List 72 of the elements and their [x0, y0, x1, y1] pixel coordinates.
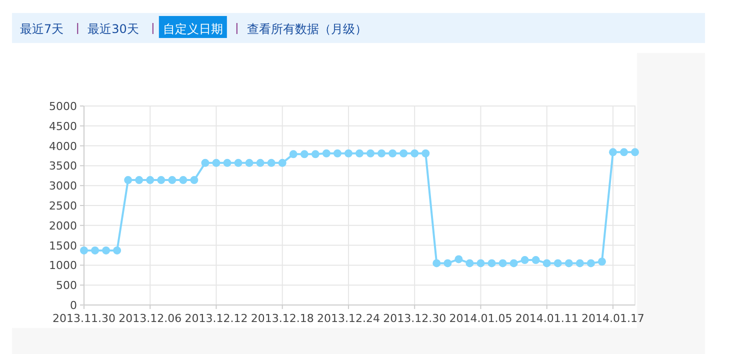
point: [466, 259, 474, 268]
point: [91, 246, 100, 254]
point: [432, 259, 441, 268]
x-tick-label: 2014.01.11: [515, 312, 578, 325]
point: [444, 259, 452, 268]
x-tick-label: 2014.01.17: [581, 312, 644, 325]
point: [135, 176, 144, 184]
point: [234, 158, 242, 167]
point: [179, 176, 188, 184]
point: [520, 256, 529, 264]
point: [576, 259, 584, 268]
y-tick-label: 500: [56, 279, 77, 292]
point: [542, 259, 551, 268]
point: [190, 176, 198, 184]
x-tick-label: 2013.12.24: [316, 312, 380, 325]
point: [168, 176, 176, 184]
point: [311, 150, 320, 158]
point: [510, 259, 518, 268]
point: [333, 149, 342, 158]
point: [289, 150, 298, 158]
point: [410, 149, 419, 158]
point: [267, 158, 276, 167]
point: [608, 148, 617, 156]
point: [278, 158, 286, 167]
point: [212, 158, 220, 167]
point: [498, 259, 507, 268]
point: [366, 149, 375, 158]
point: [102, 246, 110, 254]
x-tick-label: 2013.12.12: [184, 312, 248, 325]
y-tick-label: 4000: [49, 140, 77, 153]
y-tick-label: 2000: [49, 219, 77, 232]
point: [564, 259, 573, 268]
point: [422, 149, 430, 158]
point: [532, 256, 540, 264]
point: [598, 258, 606, 266]
point: [620, 148, 628, 156]
x-tick-label: 2014.01.05: [449, 312, 512, 325]
x-tick-label: 2013.12.30: [383, 312, 446, 325]
point: [388, 149, 397, 158]
point: [356, 149, 364, 158]
x-tick-label: 2013.12.18: [250, 312, 314, 325]
point: [113, 246, 122, 254]
point: [400, 149, 408, 158]
point: [124, 176, 132, 184]
point: [378, 149, 386, 158]
point: [201, 158, 210, 167]
y-tick-label: 3000: [49, 180, 77, 193]
y-tick-label: 1000: [49, 259, 77, 272]
point: [488, 259, 496, 268]
point: [157, 176, 166, 184]
y-tick-label: 3500: [49, 160, 77, 173]
x-tick-label: 2013.11.30: [52, 312, 116, 325]
point: [300, 150, 308, 158]
y-tick-label: 4500: [49, 120, 77, 133]
point: [146, 176, 154, 184]
point: [245, 158, 254, 167]
point: [344, 149, 352, 158]
point: [454, 255, 463, 264]
y-tick-label: 0: [70, 299, 77, 312]
x-tick-label: 2013.12.06: [118, 312, 182, 325]
point: [554, 259, 562, 268]
point: [476, 259, 485, 268]
point: [256, 158, 264, 167]
tabs: 最近7天 最近30天 自定义日期 查看所有数据（月级）: [20, 16, 367, 38]
point: [223, 158, 232, 167]
y-tick-label: 1500: [49, 239, 77, 252]
point: [322, 149, 330, 158]
y-tick-label: 2500: [49, 200, 77, 212]
point: [631, 148, 639, 156]
y-tick-label: 5000: [49, 100, 77, 113]
point: [586, 259, 595, 268]
point: [80, 246, 88, 254]
